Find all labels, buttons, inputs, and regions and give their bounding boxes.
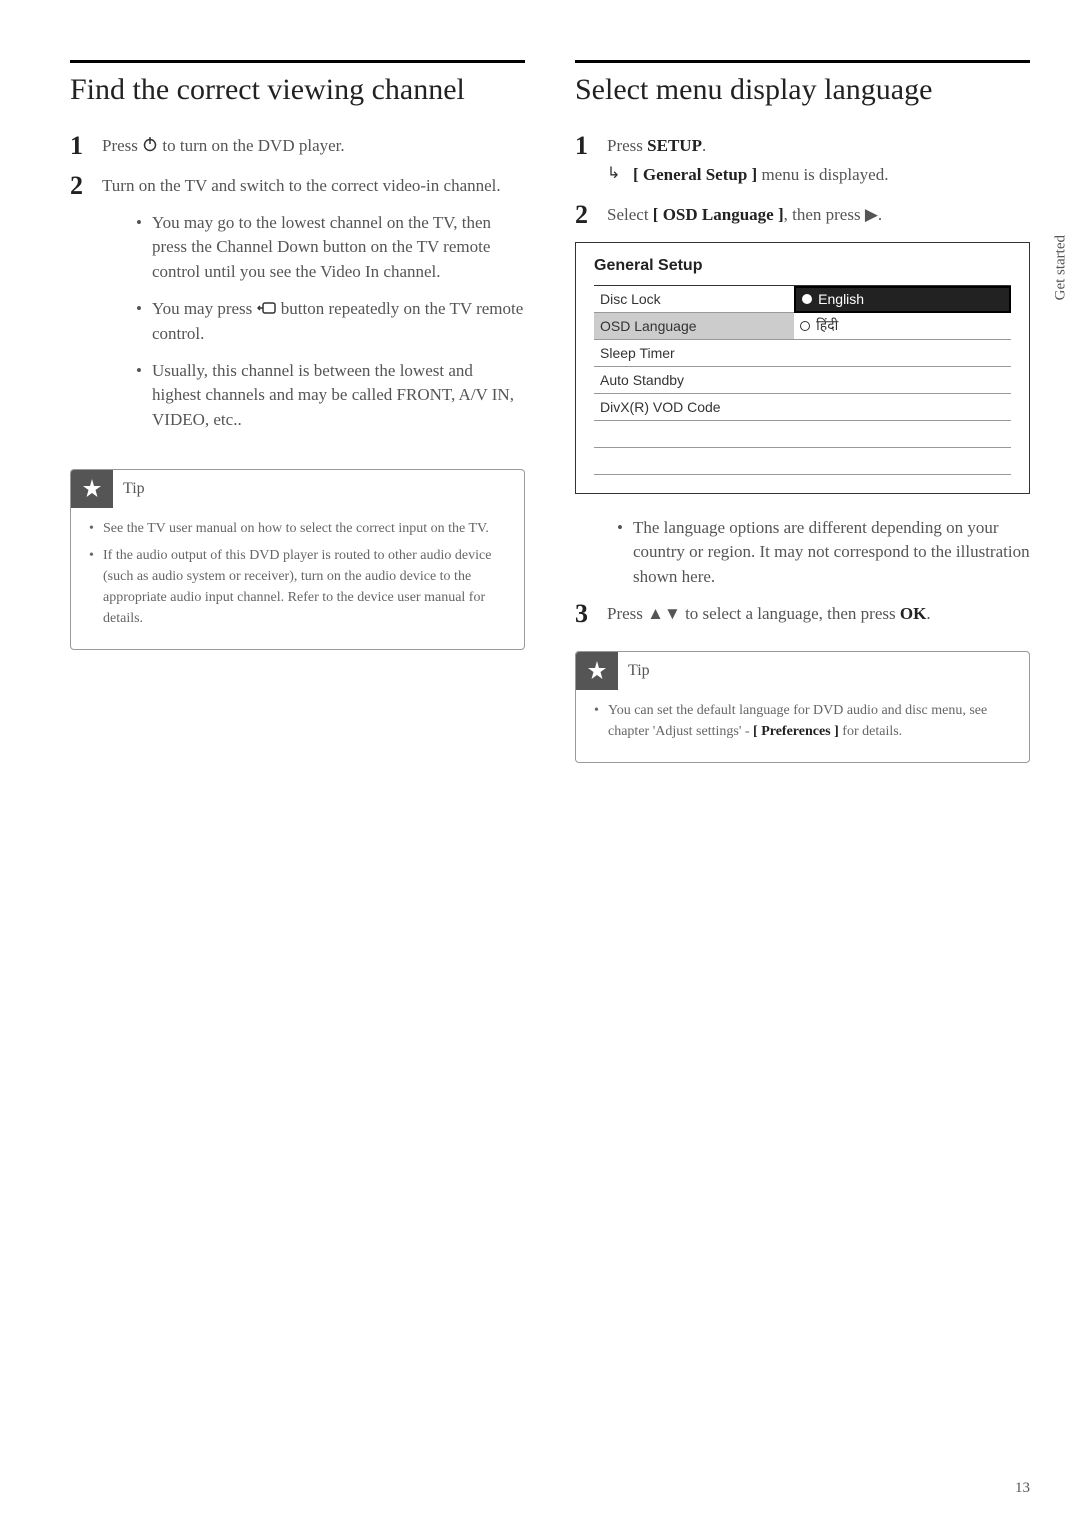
step-number: 3 <box>575 601 595 627</box>
step1-post: . <box>702 136 706 155</box>
menu-left-row[interactable]: DivX(R) VOD Code <box>594 394 794 421</box>
step3-post2: . <box>926 604 930 623</box>
tip-item: If the audio output of this DVD player i… <box>87 545 508 629</box>
step3-bold: OK <box>900 604 926 623</box>
tip-header: Tip <box>576 652 1029 690</box>
left-step-2: 2 Turn on the TV and switch to the corre… <box>70 173 525 444</box>
step2-text: Turn on the TV and switch to the correct… <box>102 176 501 195</box>
step-number: 2 <box>575 202 595 228</box>
tip-item: See the TV user manual on how to select … <box>87 518 508 539</box>
step-body: Turn on the TV and switch to the correct… <box>102 173 525 444</box>
tip-body: You can set the default language for DVD… <box>576 690 1029 762</box>
note-bullet: The language options are different depen… <box>611 516 1030 590</box>
right-tip-box: Tip You can set the default language for… <box>575 651 1030 763</box>
menu-left-row[interactable]: Disc Lock <box>594 286 794 313</box>
menu-left-row[interactable]: Sleep Timer <box>594 340 794 367</box>
general-setup-menu: General Setup Disc LockOSD LanguageSleep… <box>575 242 1030 494</box>
result-post: menu is displayed. <box>757 165 888 184</box>
right-step-2: 2 Select [ OSD Language ], then press ▶. <box>575 202 1030 228</box>
menu-right-row[interactable]: हिंदी <box>794 313 1011 340</box>
bullet-item: You may go to the lowest channel on the … <box>130 211 525 285</box>
step-body: Press ▲▼ to select a language, then pres… <box>607 601 1030 627</box>
step-body: Select [ OSD Language ], then press ▶. <box>607 202 1030 228</box>
result-line: ↳ [ General Setup ] menu is displayed. <box>607 162 1030 188</box>
menu-left-row[interactable] <box>594 448 794 475</box>
step-number: 2 <box>70 173 90 199</box>
menu-right-row[interactable] <box>794 340 1011 367</box>
menu-title: General Setup <box>594 257 1011 275</box>
menu-left-row[interactable] <box>594 421 794 448</box>
menu-table: Disc LockOSD LanguageSleep TimerAuto Sta… <box>594 285 1011 475</box>
step-number: 1 <box>70 133 90 159</box>
tip-label: Tip <box>628 662 650 680</box>
tip-body: See the TV user manual on how to select … <box>71 508 524 649</box>
right-heading: Select menu display language <box>575 60 1030 109</box>
menu-right-row[interactable] <box>794 367 1011 394</box>
bullet-item: You may press button repeatedly on the T… <box>130 297 525 347</box>
step-body: Press SETUP. ↳ [ General Setup ] menu is… <box>607 133 1030 188</box>
menu-right-row[interactable]: English <box>794 286 1011 313</box>
left-step-1: 1 Press to turn on the DVD player. <box>70 133 525 160</box>
step1-bold: SETUP <box>647 136 702 155</box>
result-arrow-icon: ↳ <box>607 162 625 186</box>
power-icon <box>142 134 158 160</box>
note-bullets: The language options are different depen… <box>611 516 1030 590</box>
step2-post: , then press ▶. <box>784 205 883 224</box>
step3-pre: Press <box>607 604 647 623</box>
left-heading: Find the correct viewing channel <box>70 60 525 109</box>
tip-item: You can set the default language for DVD… <box>592 700 1013 742</box>
step2-pre: Select <box>607 205 653 224</box>
menu-left-col: Disc LockOSD LanguageSleep TimerAuto Sta… <box>594 285 794 475</box>
step2-bullets: You may go to the lowest channel on the … <box>130 211 525 433</box>
menu-right-row[interactable] <box>794 421 1011 448</box>
source-icon <box>257 298 277 323</box>
tip-header: Tip <box>71 470 524 508</box>
menu-left-row[interactable]: OSD Language <box>594 313 794 340</box>
tip-bold: [ Preferences ] <box>753 724 839 739</box>
result-bold: [ General Setup ] <box>633 165 757 184</box>
right-step-3: 3 Press ▲▼ to select a language, then pr… <box>575 601 1030 627</box>
step3-arrows: ▲▼ <box>647 604 681 623</box>
step-number: 1 <box>575 133 595 159</box>
tip-post: for details. <box>839 724 902 739</box>
menu-right-row[interactable] <box>794 394 1011 421</box>
tip-icon <box>576 652 618 690</box>
radio-icon <box>800 321 810 331</box>
step-body: Press to turn on the DVD player. <box>102 133 525 160</box>
step2-bold: [ OSD Language ] <box>653 205 784 224</box>
radio-icon <box>802 294 812 304</box>
right-step-1: 1 Press SETUP. ↳ [ General Setup ] menu … <box>575 133 1030 188</box>
side-label: Get started <box>1052 235 1069 300</box>
menu-option-label: English <box>818 291 864 307</box>
step3-post1: to select a language, then press <box>681 604 900 623</box>
menu-option-label: हिंदी <box>816 316 838 335</box>
bullet-item: Usually, this channel is between the low… <box>130 359 525 433</box>
menu-right-col: English हिंदी <box>794 285 1011 475</box>
menu-right-row[interactable] <box>794 448 1011 475</box>
menu-left-row[interactable]: Auto Standby <box>594 367 794 394</box>
tip-label: Tip <box>123 480 145 498</box>
page-number: 13 <box>1015 1480 1030 1497</box>
step1-pre: Press <box>607 136 647 155</box>
tip-icon <box>71 470 113 508</box>
left-tip-box: Tip See the TV user manual on how to sel… <box>70 469 525 650</box>
